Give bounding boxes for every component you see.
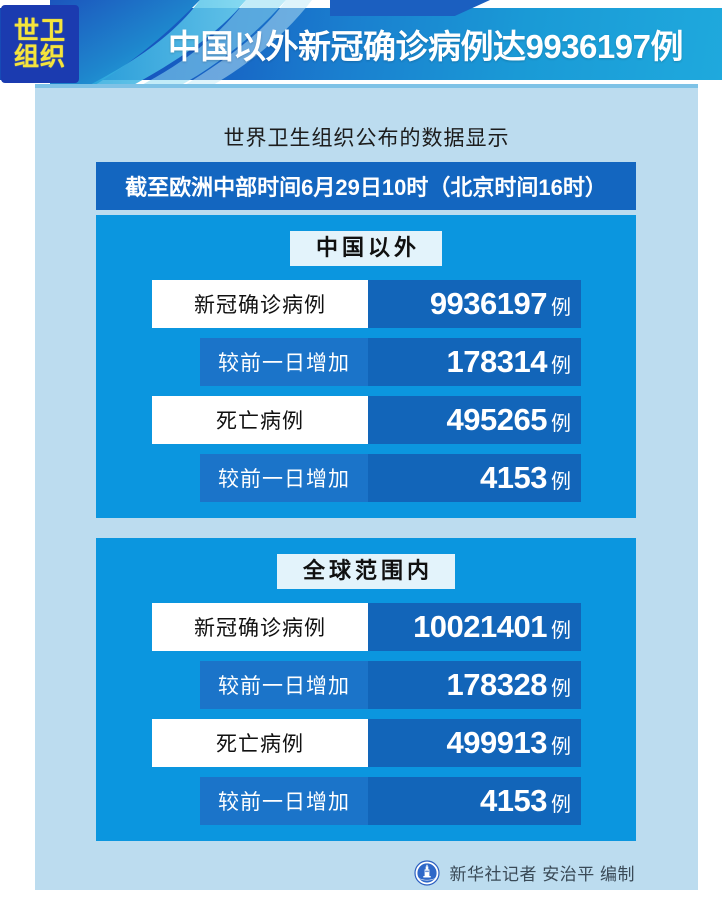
stats-panel-global: 全球范围内 新冠确诊病例 10021401 例 较前一日增加 178328 例 … — [96, 538, 636, 841]
row-value-number: 4153 — [480, 460, 547, 496]
row-value-number: 178328 — [446, 667, 548, 703]
row-value-number: 499913 — [446, 725, 548, 761]
row-value-number: 495265 — [446, 402, 548, 438]
stats-rows: 新冠确诊病例 9936197 例 较前一日增加 178314 例 死亡病例 49… — [96, 280, 636, 503]
row-value-unit: 例 — [551, 620, 571, 643]
table-row: 较前一日增加 178314 例 — [96, 338, 636, 387]
table-row: 新冠确诊病例 10021401 例 — [96, 603, 636, 652]
footer-credit: 新华社记者 安治平 编制 — [449, 865, 635, 884]
header-underline — [35, 84, 698, 88]
row-label: 较前一日增加 — [200, 661, 368, 710]
header-notch-shape — [330, 0, 490, 16]
table-row: 较前一日增加 4153 例 — [96, 777, 636, 826]
table-row: 较前一日增加 178328 例 — [96, 661, 636, 710]
who-logo-badge: 世卫 组织 — [2, 6, 78, 82]
panel-title: 中国以外 — [289, 231, 442, 267]
row-label: 死亡病例 — [152, 719, 368, 768]
footer: 新华社记者 安治平 编制 — [35, 855, 698, 890]
row-label: 较前一日增加 — [200, 454, 368, 503]
page-title: 中国以外新冠确诊病例达9936197例 — [168, 28, 683, 65]
panel-title: 全球范围内 — [276, 554, 455, 590]
row-value-unit: 例 — [551, 413, 571, 436]
date-bar-text: 截至欧洲中部时间6月29日10时（北京时间16时） — [125, 175, 607, 200]
row-value: 9936197 例 — [368, 280, 581, 329]
row-value-unit: 例 — [551, 355, 571, 378]
header-swoosh-decoration — [50, 0, 360, 88]
subtitle: 世界卫生组织公布的数据显示 — [223, 127, 510, 150]
table-row: 新冠确诊病例 9936197 例 — [96, 280, 636, 329]
row-value: 178328 例 — [368, 661, 581, 710]
row-value: 178314 例 — [368, 338, 581, 387]
table-row: 死亡病例 499913 例 — [96, 719, 636, 768]
row-value: 4153 例 — [368, 777, 581, 826]
table-row: 死亡病例 495265 例 — [96, 396, 636, 445]
row-value-unit: 例 — [551, 297, 571, 320]
row-value: 495265 例 — [368, 396, 581, 445]
row-label: 死亡病例 — [152, 396, 368, 445]
row-label: 新冠确诊病例 — [152, 280, 368, 329]
header-banner: 世卫 组织 中国以外新冠确诊病例达9936197例 — [0, 0, 722, 88]
table-row: 较前一日增加 4153 例 — [96, 454, 636, 503]
row-value-number: 9936197 — [429, 286, 548, 322]
row-value: 499913 例 — [368, 719, 581, 768]
row-value-number: 10021401 — [413, 609, 547, 645]
panel-title-wrap: 全球范围内 — [96, 538, 636, 590]
row-value: 10021401 例 — [368, 603, 581, 652]
row-value-number: 178314 — [446, 344, 548, 380]
row-value: 4153 例 — [368, 454, 581, 503]
row-value-unit: 例 — [551, 736, 571, 759]
who-logo-line-2: 组织 — [13, 43, 66, 71]
row-value-number: 4153 — [480, 783, 547, 819]
xinhua-logo-icon — [413, 859, 440, 886]
who-logo-line-1: 世卫 — [13, 16, 66, 45]
row-label: 较前一日增加 — [200, 777, 368, 826]
stats-panel-outside-china: 中国以外 新冠确诊病例 9936197 例 较前一日增加 178314 例 死亡… — [96, 215, 636, 518]
row-label: 较前一日增加 — [200, 338, 368, 387]
date-bar: 截至欧洲中部时间6月29日10时（北京时间16时） — [96, 162, 636, 210]
panel-title-wrap: 中国以外 — [96, 215, 636, 267]
row-value-unit: 例 — [551, 678, 571, 701]
row-value-unit: 例 — [551, 794, 571, 817]
row-label: 新冠确诊病例 — [152, 603, 368, 652]
stats-rows: 新冠确诊病例 10021401 例 较前一日增加 178328 例 死亡病例 4… — [96, 603, 636, 826]
row-value-unit: 例 — [551, 471, 571, 494]
